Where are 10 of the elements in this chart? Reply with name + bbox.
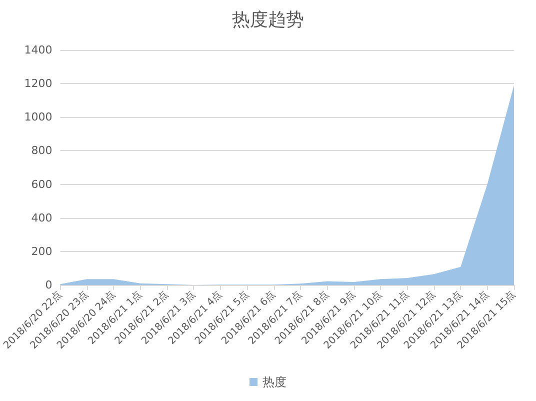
y-tick-label: 1400 <box>24 44 52 56</box>
y-tick-label: 0 <box>45 278 52 292</box>
chart-title: 热度趋势 <box>232 10 304 30</box>
y-tick-label: 800 <box>31 144 52 158</box>
y-tick-label: 1000 <box>24 110 52 124</box>
legend-label: 热度 <box>262 375 286 389</box>
y-tick-label: 1200 <box>24 77 52 90</box>
y-tick-label: 400 <box>31 211 52 224</box>
y-tick-label: 600 <box>31 178 52 191</box>
y-tick-label: 200 <box>31 244 52 258</box>
